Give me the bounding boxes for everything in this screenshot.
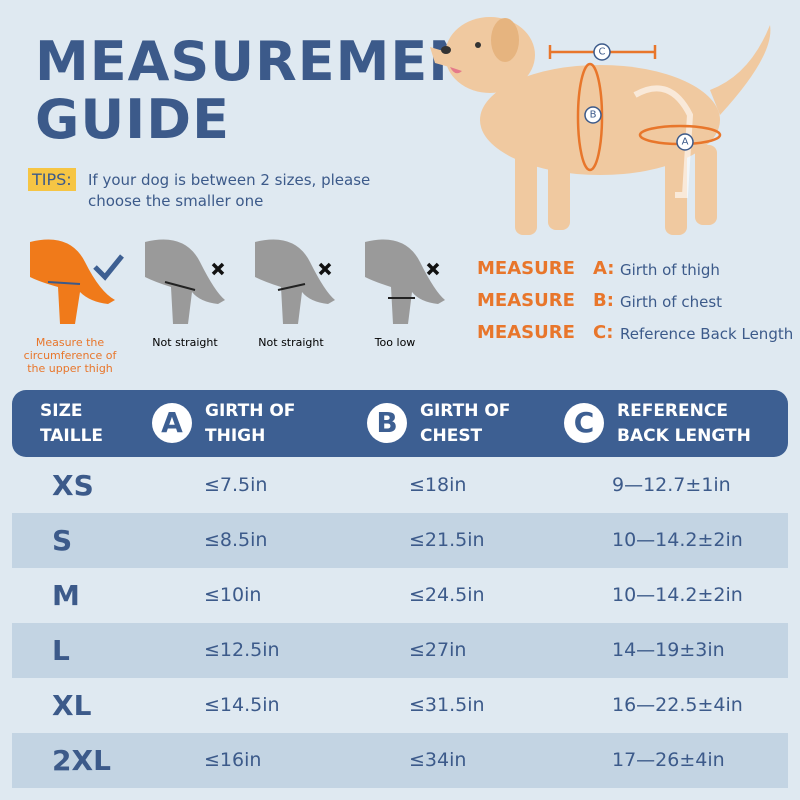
value-cell: 16—22.5±4in [612, 694, 743, 716]
header-text: GIRTH OF [420, 401, 511, 421]
value-cell: ≤34in [409, 749, 467, 771]
dog-label: A [682, 137, 689, 148]
value-cell: ≤31.5in [409, 694, 485, 716]
table-row: S ≤8.5in ≤21.5in 10—14.2±2in [12, 513, 788, 568]
value-cell: ≤27in [409, 639, 467, 661]
value-cell: ≤7.5in [204, 474, 268, 496]
table-row: XS ≤7.5in ≤18in 9—12.7±1in [12, 458, 788, 513]
measure-prefix: MEASURE [477, 290, 575, 311]
example-label: Too low [374, 336, 416, 349]
dog-illustration: C B A [430, 17, 771, 235]
table-header: SIZE TAILLE A GIRTH OF THIGH B GIRTH OF CHEST C R… [12, 390, 788, 457]
header-text: REFERENCE [617, 401, 728, 421]
value-cell: ≤18in [409, 474, 467, 496]
measure-letter: A: [593, 258, 615, 279]
table-row: M ≤10in ≤24.5in 10—14.2±2in [12, 568, 788, 623]
measure-prefix: MEASURE [477, 322, 575, 343]
dog-label: C [599, 47, 606, 58]
tips-label: TIPS: [28, 168, 76, 191]
header-text: TAILLE [40, 426, 104, 446]
header-badge: B [367, 403, 407, 443]
size-cell: S [52, 524, 73, 557]
title: MEASUREMENT [35, 30, 513, 93]
table-row: 2XL ≤16in ≤34in 17—26±4in [12, 733, 788, 788]
tips-text: If your dog is between 2 sizes, please c… [88, 171, 371, 210]
example-label: Measure the circumference of the upper t… [23, 336, 117, 375]
size-cell: 2XL [52, 744, 111, 777]
value-cell: ≤10in [204, 584, 262, 606]
value-cell: ≤16in [204, 749, 262, 771]
header-badge: C [564, 403, 604, 443]
table-row: XL ≤14.5in ≤31.5in 16—22.5±4in [12, 678, 788, 733]
size-cell: L [52, 634, 70, 667]
value-cell: ≤24.5in [409, 584, 485, 606]
value-cell: 10—14.2±2in [612, 529, 743, 551]
header-text: BACK LENGTH [617, 426, 751, 446]
measure-text: Reference Back Length [620, 325, 794, 343]
dog-label: B [590, 110, 597, 121]
measure-letter: B: [593, 290, 614, 311]
leg-examples [30, 239, 445, 324]
value-cell: ≤12.5in [204, 639, 280, 661]
size-cell: XL [52, 689, 92, 722]
table-row: L ≤12.5in ≤27in 14—19±3in [12, 623, 788, 678]
value-cell: ≤14.5in [204, 694, 280, 716]
value-cell: ≤8.5in [204, 529, 268, 551]
size-cell: M [52, 579, 80, 612]
value-cell: 17—26±4in [612, 749, 725, 771]
measure-text: Girth of thigh [620, 261, 720, 279]
example-label: Not straight [152, 336, 218, 349]
measure-letter: C: [593, 322, 614, 343]
header-text: THIGH [205, 426, 266, 446]
value-cell: 10—14.2±2in [612, 584, 743, 606]
size-cell: XS [52, 469, 94, 502]
header-badge: A [152, 403, 192, 443]
example-label: Not straight [258, 336, 324, 349]
header-text: SIZE [40, 401, 83, 421]
measure-text: Girth of chest [620, 293, 723, 311]
title: GUIDE [35, 88, 230, 151]
header-text: GIRTH OF [205, 401, 296, 421]
value-cell: 14—19±3in [612, 639, 725, 661]
value-cell: 9—12.7±1in [612, 474, 731, 496]
measure-prefix: MEASURE [477, 258, 575, 279]
header-text: CHEST [420, 426, 483, 446]
value-cell: ≤21.5in [409, 529, 485, 551]
